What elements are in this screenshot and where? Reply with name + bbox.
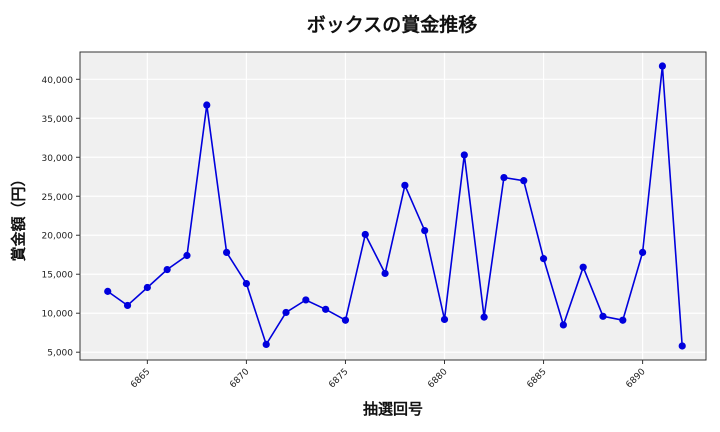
y-tick-label: 15,000 xyxy=(42,271,74,281)
data-point xyxy=(104,287,112,295)
data-point xyxy=(222,248,231,256)
data-point xyxy=(579,263,587,271)
data-point xyxy=(143,283,151,292)
data-point xyxy=(421,226,429,235)
data-point xyxy=(559,321,567,329)
plot-area xyxy=(80,52,706,360)
y-tick-label: 20,000 xyxy=(42,232,74,242)
x-tick-label: 6865 xyxy=(129,367,152,390)
x-tick-label: 6875 xyxy=(327,367,350,390)
series-line xyxy=(107,65,683,347)
data-point xyxy=(619,316,627,324)
x-tick-label: 6890 xyxy=(624,367,647,390)
y-tick-label: 40,000 xyxy=(42,76,74,86)
data-point xyxy=(401,181,409,189)
data-point xyxy=(520,177,528,185)
data-point xyxy=(460,151,468,159)
data-point xyxy=(262,340,270,349)
data-point xyxy=(322,305,330,313)
data-point xyxy=(361,230,369,239)
data-markers xyxy=(104,62,686,350)
data-point xyxy=(282,308,290,317)
data-point xyxy=(381,269,389,278)
data-point xyxy=(183,251,191,260)
data-point xyxy=(658,62,667,70)
data-point xyxy=(242,279,251,288)
y-tick-label: 35,000 xyxy=(42,115,74,125)
data-point xyxy=(341,316,350,324)
x-tick-label: 6885 xyxy=(525,367,548,390)
data-point xyxy=(539,255,548,263)
data-point xyxy=(500,173,508,182)
chart-title: ボックスの賞金推移 xyxy=(306,14,478,36)
data-point xyxy=(123,301,132,310)
y-tick-label: 5,000 xyxy=(47,349,73,359)
data-point xyxy=(163,265,171,274)
x-tick-label: 6870 xyxy=(228,367,251,390)
data-point xyxy=(639,248,647,256)
y-tick-label: 30,000 xyxy=(42,154,74,164)
y-tick-label: 25,000 xyxy=(42,193,74,203)
data-point xyxy=(440,315,449,324)
data-point xyxy=(678,342,686,350)
x-axis-label: 抽選回号 xyxy=(362,400,423,418)
data-point xyxy=(599,312,607,320)
data-point xyxy=(203,101,211,109)
x-tick-label: 6880 xyxy=(426,367,449,390)
x-axis: 6865 6870 6875 6880 6885 6890 xyxy=(129,360,648,390)
y-axis: 5,000 10,000 15,000 20,000 25,000 30,000 35,00… xyxy=(42,76,80,359)
data-point xyxy=(480,313,488,321)
y-tick-label: 10,000 xyxy=(42,310,74,320)
data-point xyxy=(302,296,310,304)
plot-frame xyxy=(79,51,707,361)
